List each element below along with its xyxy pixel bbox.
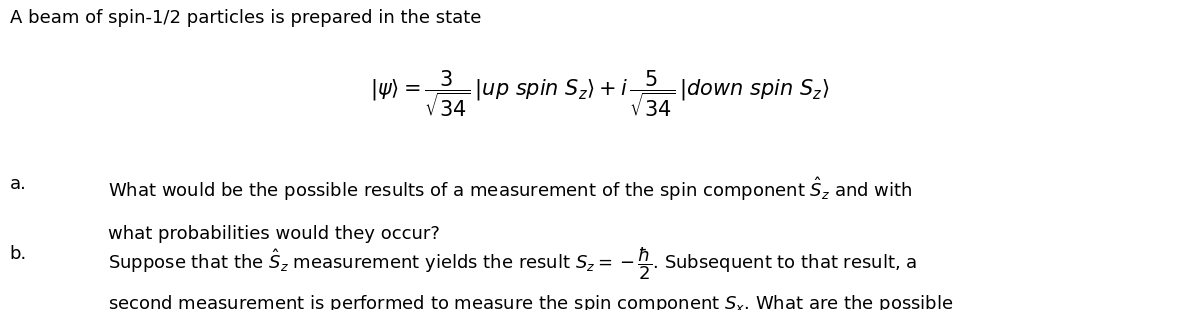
Text: What would be the possible results of a measurement of the spin component $\hat{: What would be the possible results of a … xyxy=(108,175,913,203)
Text: a.: a. xyxy=(10,175,26,193)
Text: A beam of spin-1/2 particles is prepared in the state: A beam of spin-1/2 particles is prepared… xyxy=(10,9,481,27)
Text: b.: b. xyxy=(10,245,26,263)
Text: second measurement is performed to measure the spin component $S_x$. What are th: second measurement is performed to measu… xyxy=(108,293,953,310)
Text: what probabilities would they occur?: what probabilities would they occur? xyxy=(108,225,440,243)
Text: Suppose that the $\hat{S}_z$ measurement yields the result $S_z = -\dfrac{\hbar}: Suppose that the $\hat{S}_z$ measurement… xyxy=(108,245,917,281)
Text: $|\psi\rangle = \dfrac{3}{\sqrt{34}}\,|up\ spin\ S_z\rangle+ i\,\dfrac{5}{\sqrt{: $|\psi\rangle = \dfrac{3}{\sqrt{34}}\,|u… xyxy=(371,68,829,119)
